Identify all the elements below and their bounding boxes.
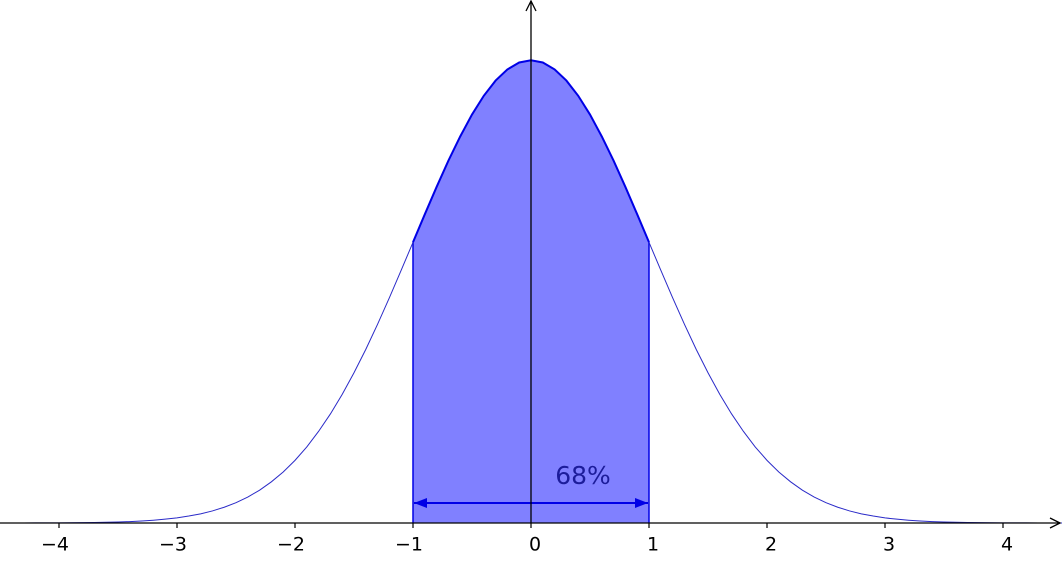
- x-tick-label: 2: [765, 534, 777, 556]
- x-tick-label: −3: [159, 534, 187, 556]
- x-tick-label: 1: [647, 534, 659, 556]
- x-tick-label: 3: [883, 534, 895, 556]
- x-tick-label: −2: [277, 534, 305, 556]
- shade-label: 68%: [555, 461, 611, 490]
- x-tick-label: 0: [529, 534, 541, 556]
- x-tick-label: 4: [1001, 534, 1013, 556]
- x-tick-label: −1: [395, 534, 423, 556]
- x-tick-label: −4: [41, 534, 69, 556]
